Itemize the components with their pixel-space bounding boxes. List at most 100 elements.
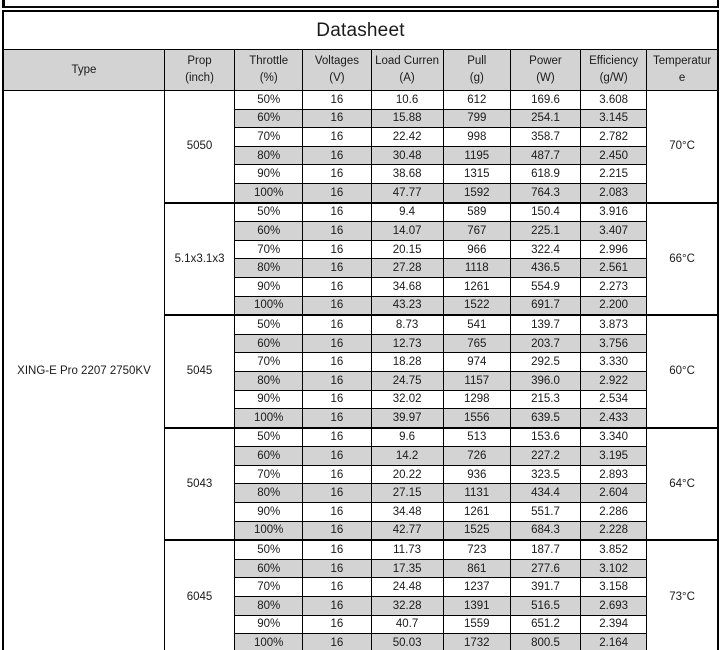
pull-cell: 1556 [442,408,511,429]
efficiency-cell: 3.756 [580,333,648,354]
column-header-line: (inch) [185,72,214,84]
pull-cell: 1195 [442,145,511,166]
type-cell: XING-E Pro 2207 2750KV [2,89,165,650]
column-header-line: (g) [469,72,484,84]
throttle-cell: 80% [234,596,304,616]
data-row: XING-E Pro 2207 2750KV 5050 50% 16 10.6 612 16… [2,89,719,650]
load-current-cell: 9.6 [370,426,444,448]
column-header-line: (g/W) [599,72,628,84]
load-current-cell: 10.6 [370,90,444,110]
column-header-throttle: Throttle (%) [234,49,304,91]
data-row: 80% 16 30.48 1195 487.7 2.450 [3,145,718,166]
prop-cell: 6045 [163,539,236,650]
efficiency-cell: 2.693 [580,596,648,616]
power-cell: 618.9 [509,164,582,184]
throttle-cell: 70% [234,239,304,260]
header-row: Type Prop (inch) Throttle (%) Voltages (V) Load… [2,49,719,91]
power-cell: 139.7 [509,314,582,335]
power-cell: 487.7 [509,145,582,166]
column-header-load-current: Load Curren (A) [370,49,444,91]
throttle-cell: 90% [234,502,304,522]
column-header-temperature: Temperatur e [646,49,719,91]
voltages-cell: 16 [302,483,372,504]
throttle-cell: 50% [234,426,304,448]
voltages-cell: 16 [302,276,372,297]
voltages-cell: 16 [302,370,372,391]
voltages-cell: 16 [302,108,372,129]
data-row: 70% 16 20.15 966 322.4 2.996 [3,239,718,260]
voltages-cell: 16 [302,90,372,110]
column-header-pull: Pull (g) [442,49,511,91]
voltages-cell: 16 [302,558,372,579]
column-header-line: Pull [467,55,487,68]
voltages-cell: 16 [302,182,372,204]
pull-cell: 1522 [442,295,511,316]
power-cell: 225.1 [509,221,582,241]
throttle-cell: 100% [234,633,304,650]
pull-cell: 765 [442,333,511,354]
power-cell: 764.3 [509,182,582,204]
temperature-cell: 64°C [646,426,719,541]
throttle-cell: 60% [234,221,304,241]
pull-cell: 1391 [442,596,511,616]
data-row: 100% 16 39.97 1556 639.5 2.433 [3,408,718,429]
voltages-cell: 16 [302,127,372,147]
throttle-cell: 50% [234,201,304,223]
voltages-cell: 16 [302,408,372,429]
column-header-line: Type [71,63,97,76]
load-current-cell: 14.2 [370,446,444,466]
table-title: Datasheet [2,10,719,50]
pull-cell: 799 [442,108,511,129]
pull-cell: 723 [442,539,511,560]
voltages-cell: 16 [302,633,372,650]
data-row: 80% 16 27.28 1118 436.5 2.561 [3,258,718,278]
cutoff-row-strip [2,0,719,8]
pull-cell: 1261 [442,276,511,297]
data-row: 60% 16 12.73 765 203.7 3.756 [3,333,718,354]
power-cell: 150.4 [509,201,582,223]
power-cell: 639.5 [509,408,582,429]
temperature-cell: 73°C [646,539,719,650]
data-row: 60% 16 17.35 861 277.6 3.102 [3,558,718,579]
throttle-cell: 90% [234,276,304,297]
efficiency-cell: 2.164 [580,633,648,650]
data-row: 90% 16 34.68 1261 554.9 2.273 [3,276,718,297]
column-header-efficiency: Efficiency (g/W) [580,49,648,91]
voltages-cell: 16 [302,539,372,560]
pull-cell: 1118 [442,258,511,278]
voltages-cell: 16 [302,577,372,598]
data-row: 90% 16 32.02 1298 215.3 2.534 [3,389,718,410]
power-cell: 215.3 [509,389,582,410]
efficiency-cell: 2.394 [580,614,648,635]
throttle-cell: 70% [234,352,304,372]
voltages-cell: 16 [302,464,372,485]
load-current-cell: 50.03 [370,633,444,650]
data-row: 70% 16 20.22 936 323.5 2.893 [3,464,718,485]
power-cell: 169.6 [509,90,582,110]
pull-cell: 1237 [442,577,511,598]
load-current-cell: 34.68 [370,276,444,297]
load-current-cell: 42.77 [370,520,444,541]
data-row: 80% 16 27.15 1131 434.4 2.604 [3,483,718,504]
power-cell: 391.7 [509,577,582,598]
power-cell: 436.5 [509,258,582,278]
column-header-line: Prop [187,55,212,68]
pull-cell: 1157 [442,370,511,391]
pull-cell: 1315 [442,164,511,184]
pull-cell: 726 [442,446,511,466]
throttle-cell: 60% [234,108,304,129]
voltages-cell: 16 [302,201,372,223]
throttle-cell: 90% [234,389,304,410]
power-cell: 396.0 [509,370,582,391]
load-current-cell: 32.28 [370,596,444,616]
efficiency-cell: 3.330 [580,352,648,372]
throttle-cell: 100% [234,520,304,541]
efficiency-cell: 3.916 [580,201,648,223]
data-row: 90% 16 34.48 1261 551.7 2.286 [3,502,718,522]
load-current-cell: 18.28 [370,352,444,372]
efficiency-cell: 2.273 [580,276,648,297]
efficiency-cell: 3.102 [580,558,648,579]
column-header-power: Power (W) [509,49,582,91]
pull-cell: 1592 [442,182,511,204]
